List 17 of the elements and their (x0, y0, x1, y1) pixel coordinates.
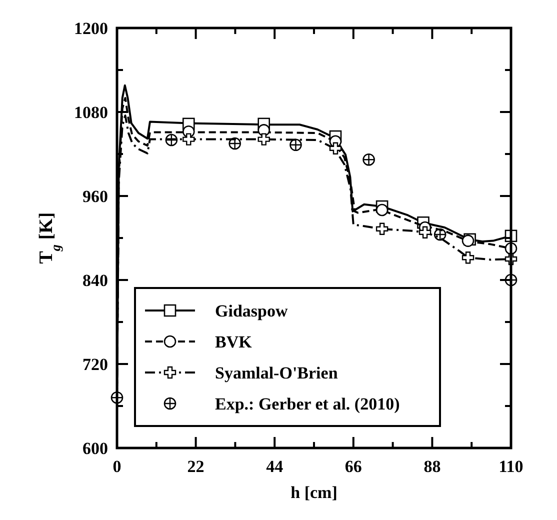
y-tick-label: 720 (82, 355, 108, 374)
x-axis-title: h [cm] (290, 483, 338, 502)
y-tick-label: 1080 (74, 103, 108, 122)
y-tick-label: 960 (82, 187, 108, 206)
x-tick-label: 22 (187, 457, 204, 476)
y-tick-label: 1200 (74, 19, 108, 38)
x-tick-label: 44 (266, 457, 284, 476)
legend-label: BVK (215, 332, 253, 352)
legend-label: Exp.: Gerber et al. (2010) (215, 394, 400, 414)
x-tick-label: 110 (498, 457, 524, 476)
y-tick-label: 600 (82, 439, 108, 458)
legend-label: Gidaspow (215, 302, 288, 320)
legend-label: Syamlal-O'Brien (215, 364, 338, 382)
x-tick-label: 88 (424, 457, 441, 476)
x-tick-label: 66 (344, 457, 362, 476)
y-tick-label: 840 (82, 271, 108, 290)
x-tick-label: 0 (112, 457, 122, 476)
